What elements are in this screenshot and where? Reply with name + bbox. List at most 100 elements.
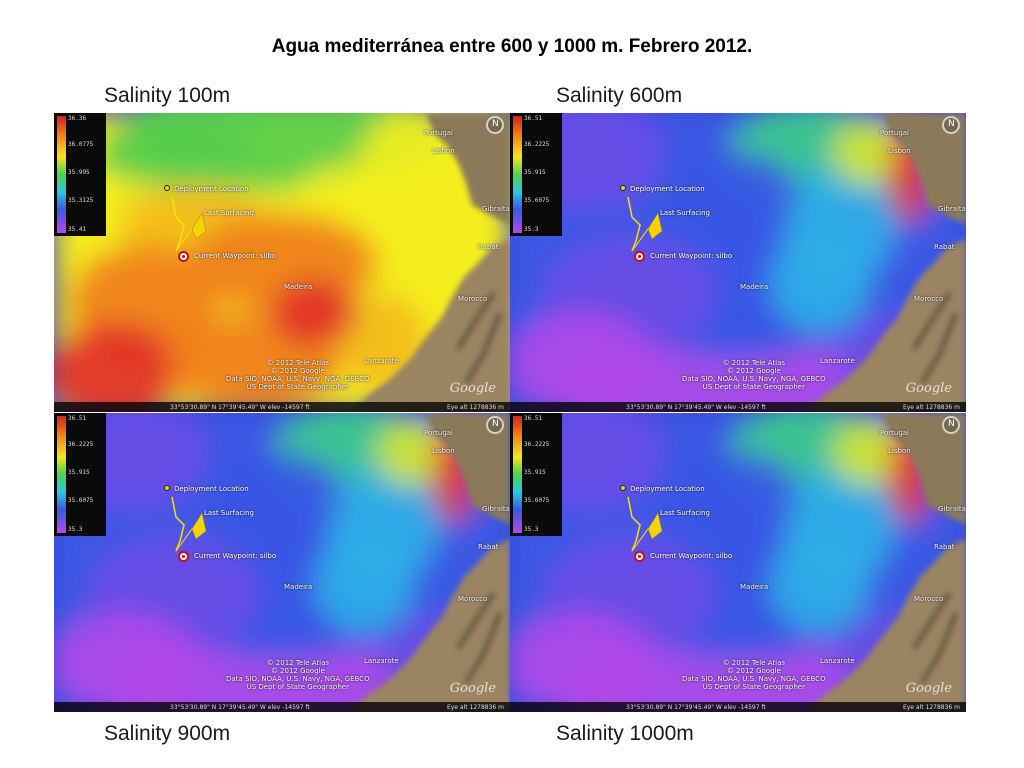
credit-line: US Dept of State Geographer xyxy=(246,683,349,691)
eye-altitude: Eye alt 1278836 m xyxy=(446,704,504,711)
last-surfacing-label: Last Surfacing xyxy=(660,509,710,517)
credit-line: © 2012 Tele Atlas xyxy=(266,659,330,667)
waypoint-marker-icon[interactable] xyxy=(634,251,645,262)
legend-value: 35.6075 xyxy=(524,497,550,504)
place-lanzarote: Lanzarote xyxy=(364,657,399,665)
place-portugal: Portugal xyxy=(880,429,909,437)
glider-track xyxy=(627,196,641,252)
salinity-map[interactable]: 36.36 36.0775 35.995 35.3125 35.41 Portu… xyxy=(54,113,510,412)
salinity-map[interactable]: 36.51 36.2225 35.915 35.6075 35.3 Portug… xyxy=(510,113,966,412)
land xyxy=(806,413,966,712)
credit-line: Data SIO, NOAA, U.S. Navy, NGA, GEBCO xyxy=(682,675,826,683)
place-madeira: Madeira xyxy=(284,583,313,591)
credit-line: Data SIO, NOAA, U.S. Navy, NGA, GEBCO xyxy=(226,675,370,683)
credit-line: © 2012 Tele Atlas xyxy=(266,359,330,367)
glider-track xyxy=(171,496,185,552)
legend-color-bar xyxy=(57,416,66,533)
deployment-marker-icon[interactable] xyxy=(620,485,626,491)
google-logo: Google xyxy=(449,681,496,696)
africa-land xyxy=(806,239,966,412)
panel-label: Salinity 100m xyxy=(104,84,231,107)
credit-line: US Dept of State Geographer xyxy=(246,383,349,391)
salinity-map[interactable]: 36.51 36.2225 35.915 35.6075 35.3 Portug… xyxy=(54,413,510,712)
legend-value: 35.915 xyxy=(524,469,546,476)
salinity-blob xyxy=(314,533,414,633)
place-morocco: Morocco xyxy=(914,295,944,303)
credit-line: © 2012 Google xyxy=(726,667,781,675)
place-morocco: Morocco xyxy=(458,295,488,303)
africa-land xyxy=(350,239,510,412)
place-gibraltar: Gibraltar xyxy=(938,205,966,213)
salinity-blob xyxy=(376,419,452,487)
color-legend: 36.51 36.2225 35.915 35.6075 35.3 xyxy=(510,113,562,236)
place-rabat: Rabat xyxy=(934,243,955,251)
deployment-marker-icon[interactable] xyxy=(620,185,626,191)
map-credits: © 2012 Tele Atlas © 2012 Google Data SIO… xyxy=(682,359,826,391)
credit-line: © 2012 Tele Atlas xyxy=(722,659,786,667)
legend-value: 36.51 xyxy=(524,415,543,422)
legend-value: 36.0775 xyxy=(68,141,94,148)
google-logo: Google xyxy=(905,381,952,396)
last-surfacing-label: Last Surfacing xyxy=(660,209,710,217)
surfacing-marker xyxy=(647,212,663,240)
land xyxy=(350,413,510,712)
deployment-marker-icon[interactable] xyxy=(164,485,170,491)
salinity-map[interactable]: 36.51 36.2225 35.915 35.6075 35.3 Portug… xyxy=(510,413,966,712)
salinity-blob xyxy=(832,419,908,487)
credit-line: Data SIO, NOAA, U.S. Navy, NGA, GEBCO xyxy=(682,375,826,383)
salinity-map-canvas xyxy=(54,413,510,712)
waypoint-label: Current Waypoint: silbo xyxy=(194,552,277,560)
legend-value: 35.915 xyxy=(68,469,90,476)
waypoint-marker-icon[interactable] xyxy=(178,251,189,262)
color-legend: 36.36 36.0775 35.995 35.3125 35.41 xyxy=(54,113,106,236)
glider-track xyxy=(627,496,641,552)
compass-icon[interactable] xyxy=(942,116,960,134)
place-portugal: Portugal xyxy=(880,129,909,137)
iberia-land xyxy=(426,113,510,225)
compass-icon[interactable] xyxy=(486,116,504,134)
land xyxy=(806,113,966,412)
salinity-blob xyxy=(510,613,655,712)
legend-value: 35.6075 xyxy=(524,197,550,204)
salinity-map-canvas xyxy=(510,413,966,712)
waypoint-marker-icon[interactable] xyxy=(634,551,645,562)
legend-value: 35.3 xyxy=(68,526,83,533)
salinity-blob xyxy=(270,279,358,347)
deployment-marker-icon[interactable] xyxy=(164,185,170,191)
salinity-blob xyxy=(770,533,870,633)
last-surfacing-label: Last Surfacing xyxy=(204,209,254,217)
color-legend: 36.51 36.2225 35.915 35.6075 35.3 xyxy=(54,413,106,536)
atlas-ridges xyxy=(911,291,959,385)
slide-title: Agua mediterránea entre 600 y 1000 m. Fe… xyxy=(271,36,753,57)
coordinate-readout: 33°53'30.89" N 17°39'45.49" W elev -1459… xyxy=(170,704,310,711)
credit-line: US Dept of State Geographer xyxy=(702,383,805,391)
map-credits: © 2012 Tele Atlas © 2012 Google Data SIO… xyxy=(226,659,370,691)
salinity-blob xyxy=(92,119,256,187)
salinity-blob xyxy=(205,451,343,535)
iberia-land xyxy=(426,413,510,525)
place-madeira: Madeira xyxy=(284,283,313,291)
place-lisbon: Lisbon xyxy=(888,147,911,155)
place-morocco: Morocco xyxy=(458,595,488,603)
africa-land xyxy=(350,539,510,712)
compass-icon[interactable] xyxy=(942,416,960,434)
legend-value: 35.915 xyxy=(524,169,546,176)
panel-label: Salinity 600m xyxy=(556,84,683,107)
color-legend: 36.51 36.2225 35.915 35.6075 35.3 xyxy=(510,413,562,536)
compass-icon[interactable] xyxy=(486,416,504,434)
status-bar xyxy=(54,402,510,412)
atlas-ridges xyxy=(455,591,503,685)
waypoint-marker-icon[interactable] xyxy=(178,551,189,562)
waypoint-label: Current Waypoint: silbo xyxy=(650,552,733,560)
salinity-blob xyxy=(54,323,183,412)
glider-track xyxy=(171,196,185,252)
map-credits: © 2012 Tele Atlas © 2012 Google Data SIO… xyxy=(226,359,370,391)
place-rabat: Rabat xyxy=(478,543,499,551)
legend-value: 36.2225 xyxy=(524,141,550,148)
atlas-ridges xyxy=(911,591,959,685)
panel-label: Salinity 900m xyxy=(104,722,231,745)
deployment-label: Deployment Location xyxy=(630,485,705,493)
deployment-label: Deployment Location xyxy=(630,185,705,193)
place-gibraltar: Gibraltar xyxy=(938,505,966,513)
place-portugal: Portugal xyxy=(424,429,453,437)
